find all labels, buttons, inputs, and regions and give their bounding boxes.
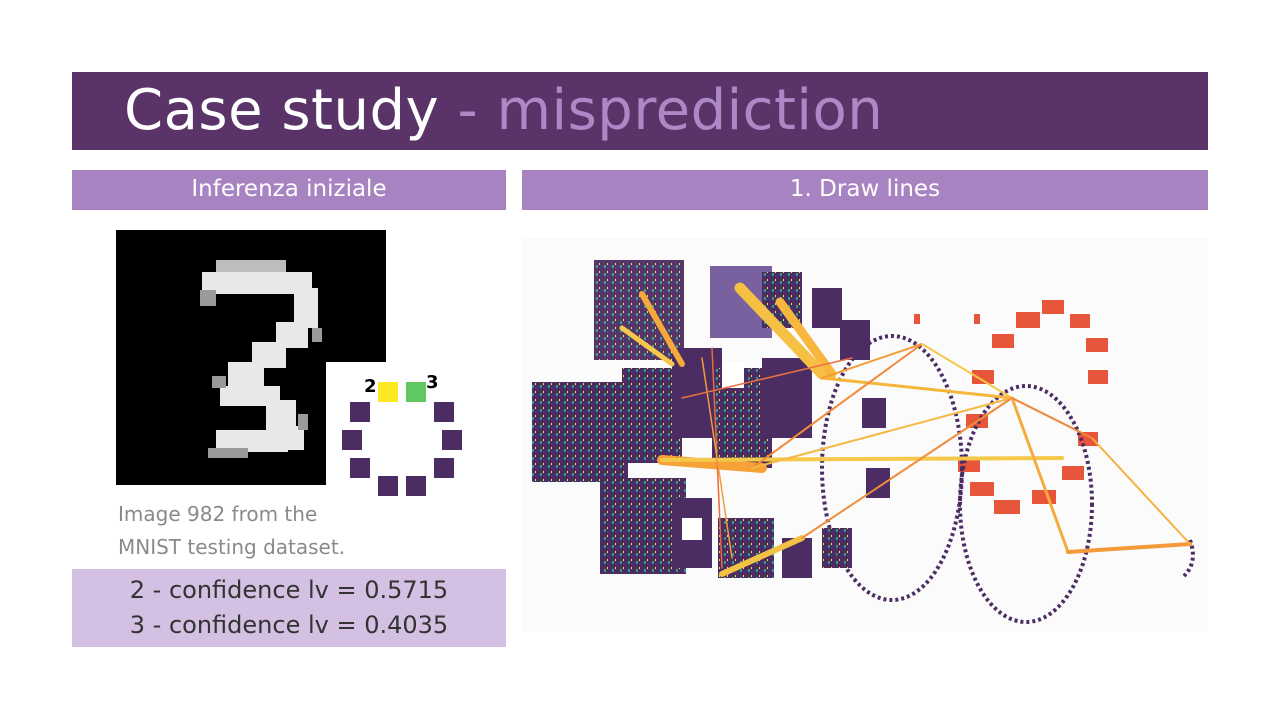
title-main: Case study: [124, 78, 440, 143]
output-node: [434, 402, 454, 422]
output-ring: [1182, 539, 1195, 578]
output-node: [434, 458, 454, 478]
title-accent: - misprediction: [457, 78, 884, 143]
output-node-3: [406, 382, 426, 402]
output-layer-panel: 2 3: [326, 362, 476, 504]
output-node: [350, 458, 370, 478]
dense-layer-nodes: [914, 300, 1108, 514]
connection-lines: [619, 282, 1192, 577]
output-node: [342, 430, 362, 450]
caption-line-2: MNIST testing dataset.: [118, 535, 346, 559]
network-drawing: [532, 260, 1195, 624]
title-bar: Case study - misprediction: [72, 72, 1208, 150]
output-node: [350, 402, 370, 422]
confidence-box: 2 - confidence lv = 0.5715 3 - confidenc…: [72, 569, 506, 647]
network-visualization: [522, 238, 1208, 632]
ring-layer: [958, 384, 1094, 624]
mnist-digit-image: [116, 230, 386, 485]
confidence-line-1: 2 - confidence lv = 0.5715: [129, 576, 449, 604]
right-column-header: 1. Draw lines: [522, 170, 1208, 210]
output-node: [378, 476, 398, 496]
output-label-second: 3: [426, 372, 439, 393]
image-caption: Image 982 from the MNIST testing dataset…: [118, 498, 345, 564]
slide-title: Case study - misprediction: [124, 78, 883, 144]
output-label-first: 2: [364, 376, 377, 397]
output-node: [442, 430, 462, 450]
confidence-line-2: 3 - confidence lv = 0.4035: [129, 611, 449, 639]
ring-layer: [820, 334, 964, 602]
output-node: [406, 476, 426, 496]
output-node-2: [378, 382, 398, 402]
left-column-header: Inferenza iniziale: [72, 170, 506, 210]
caption-line-1: Image 982 from the: [118, 502, 318, 526]
output-nodes: 2 3: [342, 372, 462, 496]
